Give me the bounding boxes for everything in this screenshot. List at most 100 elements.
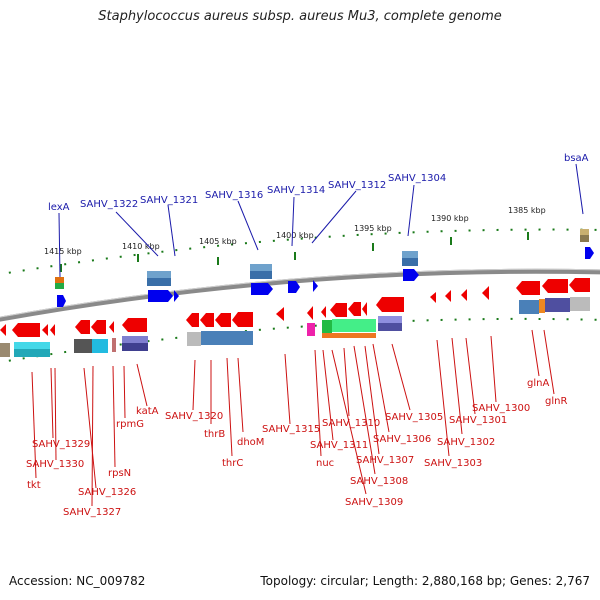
gene-label: SAHV_1329 — [32, 439, 90, 450]
gene-arrow — [276, 307, 284, 321]
feature-block — [122, 343, 148, 351]
feature-block — [55, 277, 64, 283]
gene-label: rpmG — [116, 419, 144, 430]
gene-arrow — [91, 320, 106, 334]
gene-arrow — [445, 290, 451, 302]
gene-arrow — [12, 323, 40, 337]
gene-arrow — [288, 281, 300, 293]
ruler-tick-labels: 1415 kbp 1410 kbp 1405 kbp 1400 kbp 1395… — [44, 206, 546, 256]
feature-block — [322, 333, 376, 338]
gene-arrow — [313, 280, 318, 292]
feature-block — [147, 278, 171, 286]
upper-gene-labels: lexA SAHV_1322 SAHV_1321 SAHV_1316 SAHV_… — [48, 153, 589, 213]
gene-arrow — [75, 320, 90, 334]
gene-arrow — [307, 306, 313, 320]
gene-label: SAHV_1314 — [267, 185, 325, 196]
tick-label: 1410 kbp — [122, 242, 160, 251]
gene-arrow — [403, 269, 419, 281]
gene-arrow — [362, 302, 367, 316]
gene-arrow — [251, 283, 273, 295]
gene-arrow — [461, 289, 467, 301]
feature-block — [539, 299, 545, 313]
gene-label: SAHV_1305 — [385, 412, 443, 423]
gene-label: SAHV_1308 — [350, 476, 408, 487]
feature-block — [55, 283, 64, 289]
gene-label: SAHV_1310 — [322, 418, 380, 429]
gene-label: SAHV_1320 — [165, 411, 223, 422]
gene-label: SAHV_1309 — [345, 497, 403, 508]
gene-label: SAHV_1326 — [78, 487, 136, 498]
gene-arrow — [542, 279, 568, 293]
feature-block — [402, 251, 418, 258]
feature-block — [14, 342, 50, 349]
reverse-strand-features — [0, 278, 590, 357]
feature-block — [201, 331, 253, 345]
gene-label: katA — [136, 406, 159, 417]
tick-label: 1405 kbp — [199, 237, 237, 246]
gene-label: SAHV_1311 — [310, 440, 368, 451]
feature-block — [147, 271, 171, 278]
gene-label: thrB — [204, 429, 225, 440]
forward-strand-features — [55, 229, 594, 307]
gene-arrow — [200, 313, 214, 327]
gene-arrow — [376, 297, 404, 312]
gene-arrow — [122, 318, 147, 332]
gene-arrow — [148, 290, 173, 302]
gene-arrow — [585, 247, 594, 259]
gene-label: SAHV_1327 — [63, 507, 121, 518]
gene-label: SAHV_1300 — [472, 403, 530, 414]
feature-block — [0, 343, 10, 357]
gene-arrow — [0, 324, 6, 336]
feature-block — [250, 264, 272, 271]
feature-block — [322, 320, 332, 333]
lower-gene-labels: SAHV_1329 SAHV_1330 tkt SAHV_1326 SAHV_1… — [26, 378, 567, 518]
gene-label: SAHV_1302 — [437, 437, 495, 448]
gene-label: SAHV_1312 — [328, 180, 386, 191]
tick-label: 1400 kbp — [276, 231, 314, 240]
gene-arrow — [232, 312, 253, 327]
gene-label: SAHV_1322 — [80, 199, 138, 210]
gene-label: dhoM — [237, 437, 264, 448]
feature-block — [580, 235, 589, 242]
map-title: Staphylococcus aureus subsp. aureus Mu3,… — [98, 9, 502, 24]
feature-block — [14, 349, 50, 357]
gene-arrow — [482, 286, 489, 300]
upper-label-leaders — [58, 163, 584, 278]
gene-label: glnR — [545, 396, 567, 407]
feature-block — [580, 229, 589, 235]
gene-label: SAHV_1301 — [449, 415, 507, 426]
feature-block — [122, 336, 148, 343]
feature-block — [250, 271, 272, 279]
feature-block — [570, 297, 590, 311]
gene-arrow — [50, 324, 55, 336]
tick-label: 1385 kbp — [508, 206, 546, 215]
gene-arrow — [186, 313, 199, 327]
tick-label: 1390 kbp — [431, 214, 469, 223]
genome-summary-text: Topology: circular; Length: 2,880,168 bp… — [260, 574, 590, 588]
gene-arrow — [57, 295, 66, 307]
genome-backbone — [0, 268, 600, 322]
gene-label: SAHV_1330 — [26, 459, 84, 470]
feature-block — [307, 323, 315, 336]
tick-label: 1415 kbp — [44, 247, 82, 256]
gene-label: SAHV_1306 — [373, 434, 431, 445]
gene-arrow — [215, 313, 231, 327]
gene-label: SAHV_1303 — [424, 458, 482, 469]
feature-block — [112, 338, 116, 352]
gene-label: nuc — [316, 458, 334, 469]
gene-label: tkt — [27, 480, 41, 491]
feature-block — [519, 300, 539, 314]
feature-block — [378, 316, 402, 323]
feature-block — [545, 298, 570, 312]
feature-block — [378, 323, 402, 331]
feature-block — [187, 332, 201, 346]
gene-label: glnA — [527, 378, 549, 389]
gene-label: SAHV_1315 — [262, 424, 320, 435]
accession-text: Accession: NC_009782 — [9, 574, 146, 588]
feature-block — [74, 339, 92, 353]
feature-block — [402, 258, 418, 266]
gene-arrow — [348, 302, 361, 316]
gene-label: rpsN — [108, 468, 131, 479]
